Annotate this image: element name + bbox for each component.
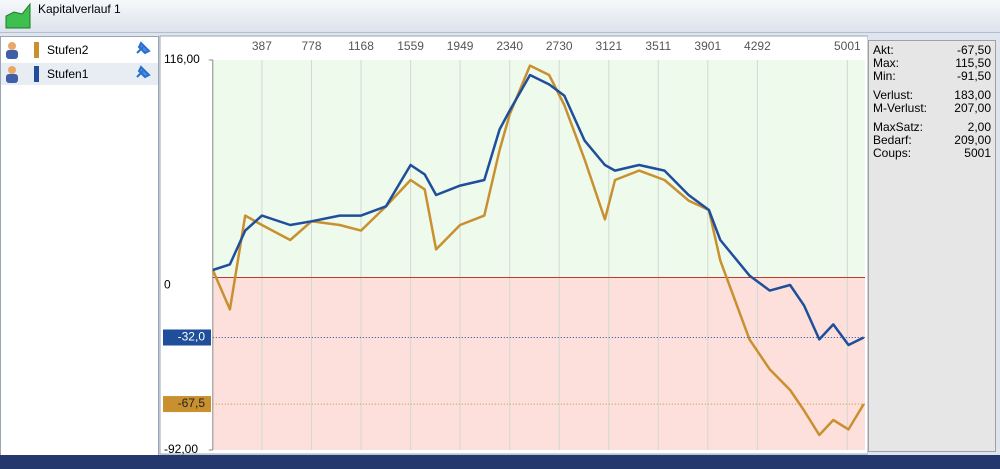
y-tick-label: 116,00: [164, 52, 200, 66]
series-row[interactable]: Stufen1: [1, 63, 158, 85]
series-line: [212, 73, 865, 347]
app-icon: [5, 2, 31, 29]
row-icons: [6, 65, 151, 83]
y-tick-label: 0: [164, 278, 171, 292]
stat-row: Bedarf: 209,00: [873, 133, 991, 147]
stat-label: Verlust:: [873, 88, 914, 102]
series-list: Stufen2 Stufen1: [0, 36, 159, 456]
x-tick-label: 3121: [595, 39, 622, 53]
stat-row: Akt: -67,50: [873, 43, 991, 57]
stat-label: Bedarf:: [873, 133, 912, 147]
stat-label: Min:: [873, 69, 896, 83]
stat-value: -91,50: [956, 69, 991, 83]
bottom-border: [0, 455, 1000, 469]
stat-value: 2,00: [967, 120, 991, 134]
stat-value: 207,00: [954, 101, 991, 115]
title-bar: Kapitalverlauf 1: [0, 0, 1000, 33]
x-tick-label: 4292: [744, 39, 771, 53]
x-tick-label: 1168: [348, 39, 374, 53]
stat-value: 115,50: [955, 56, 991, 70]
x-tick-label: 5001: [834, 39, 861, 53]
x-tick-label: 1559: [397, 39, 424, 53]
stat-value: 209,00: [954, 133, 991, 147]
window-title: Kapitalverlauf 1: [38, 2, 121, 16]
series-line: [211, 64, 865, 437]
stat-label: Akt:: [873, 43, 894, 57]
current-badge: [163, 396, 211, 413]
x-tick-label: 2340: [496, 39, 523, 53]
stat-value: 183,00: [954, 88, 991, 102]
stat-label: M-Verlust:: [873, 101, 928, 115]
y-tick-label: -92,00: [164, 442, 198, 455]
positive-area: [212, 60, 866, 278]
stat-row: Min: -91,50: [873, 69, 991, 83]
x-tick-label: 387: [252, 39, 272, 53]
series-row[interactable]: Stufen2: [1, 39, 158, 61]
row-icons: [6, 41, 151, 59]
stat-label: Coups:: [873, 146, 912, 160]
stat-row: M-Verlust: 207,00: [873, 101, 991, 115]
stat-row: Max: 115,50: [873, 56, 991, 70]
current-label: -67,5: [178, 396, 206, 410]
x-tick-label: 778: [302, 39, 322, 53]
stat-label: MaxSatz:: [873, 120, 924, 134]
stat-label: Max:: [873, 56, 900, 70]
stat-row: Verlust: 183,00: [873, 88, 991, 102]
x-tick-label: 1949: [447, 39, 474, 53]
legend-name: Stufen1: [47, 67, 89, 81]
current-badge: [163, 329, 211, 346]
negative-area: [212, 277, 866, 450]
x-tick-label: 3511: [645, 39, 671, 53]
current-label: -32,0: [178, 330, 206, 344]
legend-name: Stufen2: [47, 43, 89, 57]
stat-row: Coups: 5001: [873, 146, 991, 160]
chart: 387 778 1168 1559 1949 2340 2730 3121 3511 3901 42…: [159, 35, 868, 455]
stats-panel: Akt: -67,50 Max: 115,50 Min: -91,50 Verlust: 18…: [868, 40, 996, 452]
stat-value: -67,50: [956, 43, 991, 57]
x-tick-label: 2730: [546, 39, 573, 53]
stat-value: 5001: [964, 146, 991, 160]
x-tick-label: 3901: [694, 39, 721, 53]
stat-row: MaxSatz: 2,00: [873, 120, 991, 134]
